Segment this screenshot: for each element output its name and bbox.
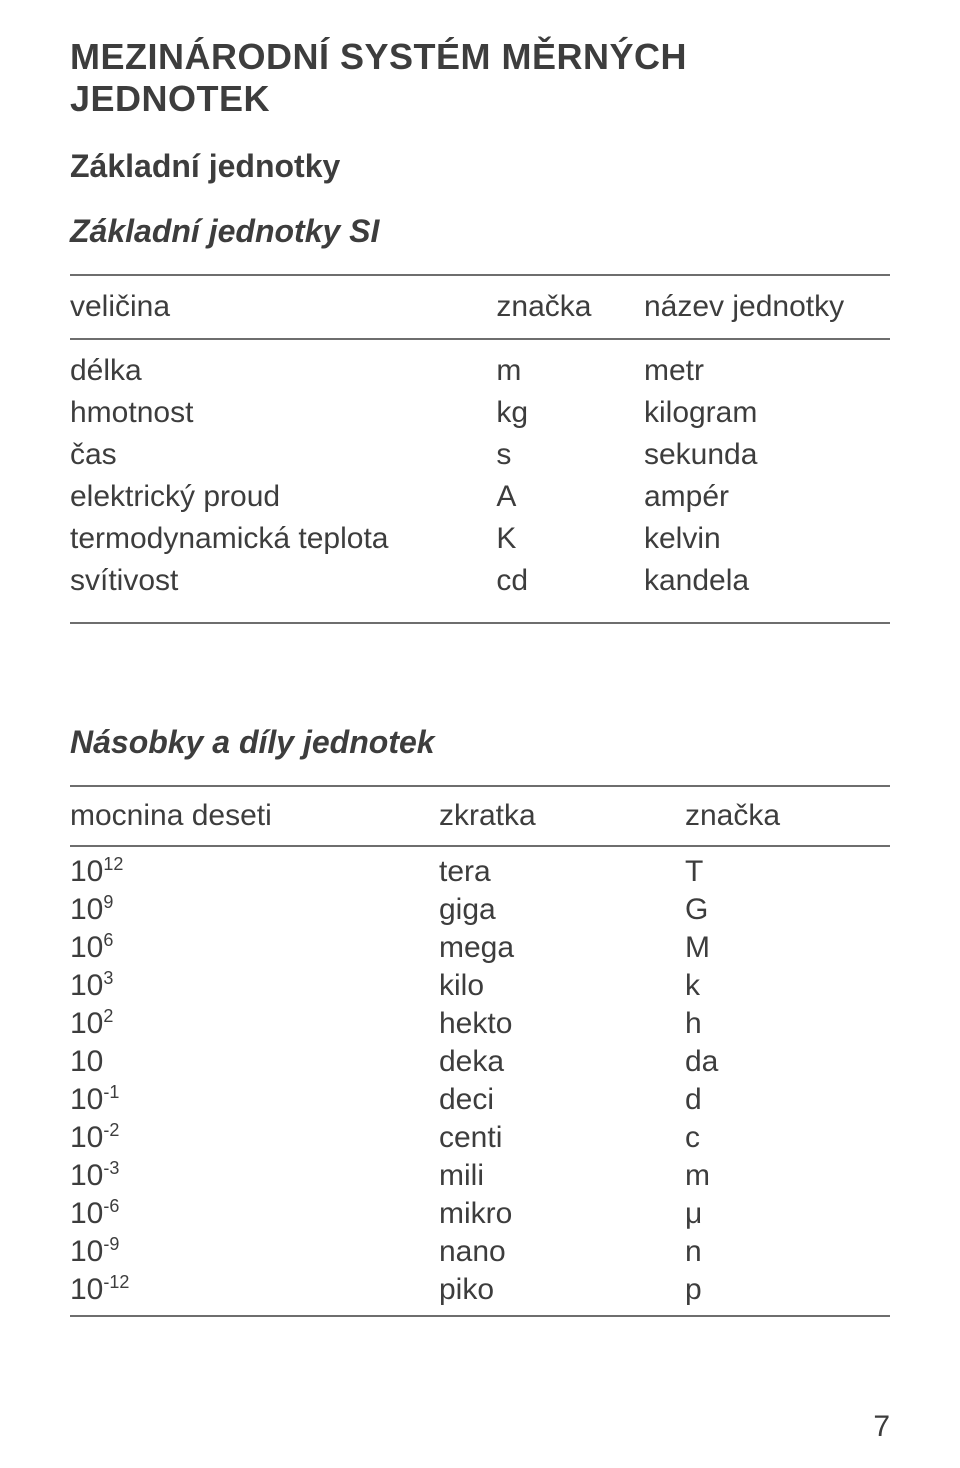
- cell: metr: [644, 339, 890, 392]
- cell: sekunda: [644, 434, 890, 476]
- si-units-table: veličina značka název jednotky délkammet…: [70, 274, 890, 624]
- cell: A: [496, 476, 644, 518]
- cell: cd: [496, 560, 644, 623]
- table-row: 10dekada: [70, 1043, 890, 1081]
- cell: termodynamická teplota: [70, 518, 496, 560]
- cell-name: centi: [439, 1119, 685, 1157]
- cell-symbol: h: [685, 1005, 890, 1043]
- cell-power: 10-1: [70, 1081, 439, 1119]
- cell-symbol: G: [685, 891, 890, 929]
- col-znacka: značka: [685, 786, 890, 846]
- cell-power: 10-12: [70, 1271, 439, 1316]
- col-velicina: veličina: [70, 275, 496, 339]
- cell-name: kilo: [439, 967, 685, 1005]
- section-title: Základní jednotky: [70, 148, 890, 185]
- table-row: 106megaM: [70, 929, 890, 967]
- cell: kelvin: [644, 518, 890, 560]
- table-header-row: veličina značka název jednotky: [70, 275, 890, 339]
- cell-power: 103: [70, 967, 439, 1005]
- cell-symbol: M: [685, 929, 890, 967]
- cell: elektrický proud: [70, 476, 496, 518]
- cell: hmotnost: [70, 392, 496, 434]
- cell-name: hekto: [439, 1005, 685, 1043]
- cell: kandela: [644, 560, 890, 623]
- cell-symbol: μ: [685, 1195, 890, 1233]
- cell-symbol: m: [685, 1157, 890, 1195]
- cell-power: 109: [70, 891, 439, 929]
- cell: čas: [70, 434, 496, 476]
- cell-symbol: c: [685, 1119, 890, 1157]
- table-header-row: mocnina deseti zkratka značka: [70, 786, 890, 846]
- cell: kilogram: [644, 392, 890, 434]
- table-row: elektrický proudAampér: [70, 476, 890, 518]
- cell-name: tera: [439, 846, 685, 891]
- cell-power: 10-2: [70, 1119, 439, 1157]
- cell-power: 10-9: [70, 1233, 439, 1271]
- cell-name: giga: [439, 891, 685, 929]
- cell-power: 1012: [70, 846, 439, 891]
- cell: délka: [70, 339, 496, 392]
- table-row: 103kilok: [70, 967, 890, 1005]
- page-number: 7: [873, 1410, 890, 1444]
- table-row: termodynamická teplotaKkelvin: [70, 518, 890, 560]
- cell-symbol: k: [685, 967, 890, 1005]
- table-row: 10-9nanon: [70, 1233, 890, 1271]
- cell-name: mili: [439, 1157, 685, 1195]
- cell: s: [496, 434, 644, 476]
- cell-power: 106: [70, 929, 439, 967]
- table-row: svítivostcdkandela: [70, 560, 890, 623]
- cell-name: nano: [439, 1233, 685, 1271]
- col-zkratka: zkratka: [439, 786, 685, 846]
- cell: m: [496, 339, 644, 392]
- col-nazev: název jednotky: [644, 275, 890, 339]
- cell-name: deka: [439, 1043, 685, 1081]
- cell-power: 10-3: [70, 1157, 439, 1195]
- table-row: časssekunda: [70, 434, 890, 476]
- col-znacka: značka: [496, 275, 644, 339]
- cell-name: piko: [439, 1271, 685, 1316]
- table-row: 102hektoh: [70, 1005, 890, 1043]
- prefix-table-caption: Násobky a díly jednotek: [70, 724, 890, 761]
- page-title: MEZINÁRODNÍ SYSTÉM MĚRNÝCH JEDNOTEK: [70, 36, 890, 120]
- table-row: 10-3milim: [70, 1157, 890, 1195]
- table-row: 10-6mikroμ: [70, 1195, 890, 1233]
- table-row: 1012teraT: [70, 846, 890, 891]
- cell-name: mikro: [439, 1195, 685, 1233]
- cell-power: 10-6: [70, 1195, 439, 1233]
- table-row: hmotnostkgkilogram: [70, 392, 890, 434]
- cell-name: mega: [439, 929, 685, 967]
- cell-symbol: d: [685, 1081, 890, 1119]
- cell-symbol: da: [685, 1043, 890, 1081]
- si-table-caption: Základní jednotky SI: [70, 213, 890, 250]
- cell: svítivost: [70, 560, 496, 623]
- table-row: 10-2centic: [70, 1119, 890, 1157]
- cell-power: 10: [70, 1043, 439, 1081]
- cell-name: deci: [439, 1081, 685, 1119]
- page: MEZINÁRODNÍ SYSTÉM MĚRNÝCH JEDNOTEK Zákl…: [0, 0, 960, 1468]
- prefix-table: mocnina deseti zkratka značka 1012teraT1…: [70, 785, 890, 1317]
- cell: kg: [496, 392, 644, 434]
- col-mocnina: mocnina deseti: [70, 786, 439, 846]
- cell-symbol: T: [685, 846, 890, 891]
- table-row: 10-1decid: [70, 1081, 890, 1119]
- table-row: 10-12pikop: [70, 1271, 890, 1316]
- cell-symbol: p: [685, 1271, 890, 1316]
- table-row: 109gigaG: [70, 891, 890, 929]
- cell-symbol: n: [685, 1233, 890, 1271]
- table-row: délkammetr: [70, 339, 890, 392]
- cell: K: [496, 518, 644, 560]
- cell: ampér: [644, 476, 890, 518]
- cell-power: 102: [70, 1005, 439, 1043]
